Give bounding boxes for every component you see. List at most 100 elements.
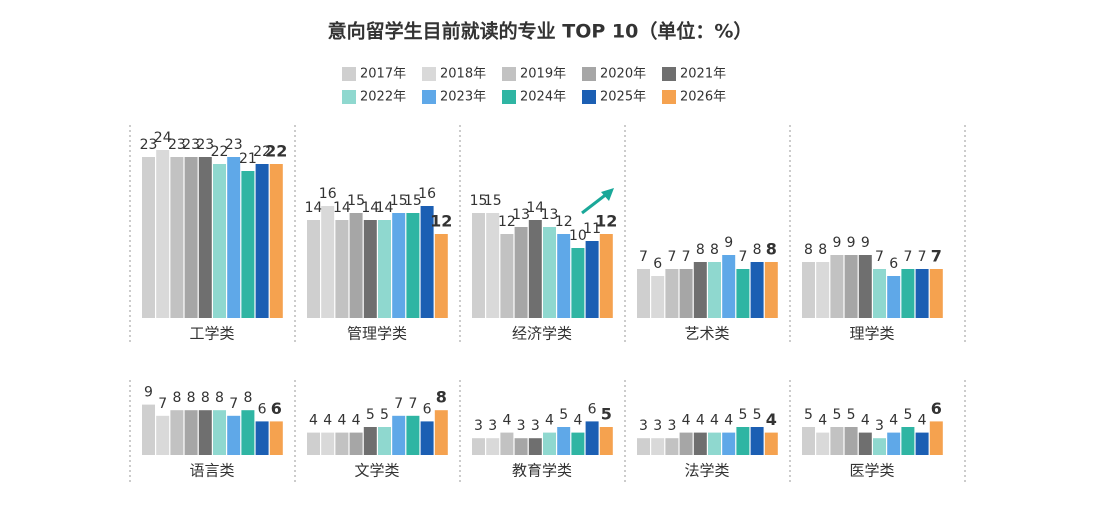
value-label: 3 bbox=[517, 418, 526, 434]
value-label: 5 bbox=[804, 407, 813, 423]
bar bbox=[241, 171, 255, 318]
bar bbox=[486, 213, 500, 318]
value-label: 8 bbox=[172, 390, 181, 406]
bar bbox=[571, 248, 585, 318]
value-label: 14 bbox=[361, 200, 379, 216]
value-label: 8 bbox=[804, 242, 813, 258]
value-label: 3 bbox=[488, 418, 497, 434]
bar bbox=[227, 157, 241, 318]
value-label: 4 bbox=[502, 413, 511, 429]
legend-swatch bbox=[342, 67, 356, 81]
category-label: 经济学类 bbox=[512, 325, 572, 343]
bar bbox=[708, 432, 721, 455]
bar bbox=[764, 262, 778, 318]
bar bbox=[227, 415, 241, 455]
bar bbox=[736, 269, 750, 318]
value-label: 12 bbox=[555, 214, 573, 230]
value-label: 3 bbox=[667, 418, 676, 434]
value-label: 15 bbox=[347, 193, 365, 209]
legend-label: 2022年 bbox=[360, 90, 406, 105]
value-label: 5 bbox=[601, 405, 612, 424]
value-label: 6 bbox=[271, 399, 282, 418]
legend-swatch bbox=[582, 67, 596, 81]
value-label: 23 bbox=[168, 137, 186, 153]
value-label: 3 bbox=[639, 418, 648, 434]
value-label: 4 bbox=[682, 413, 691, 429]
bar bbox=[901, 427, 915, 455]
value-label: 16 bbox=[418, 186, 436, 202]
value-label: 8 bbox=[766, 240, 777, 259]
category-label: 教育学类 bbox=[512, 462, 572, 480]
value-label: 6 bbox=[423, 401, 432, 417]
bar bbox=[420, 421, 434, 455]
bar bbox=[363, 427, 377, 455]
legend-label: 2026年 bbox=[680, 90, 726, 105]
value-label: 5 bbox=[380, 407, 389, 423]
bar bbox=[321, 206, 335, 318]
value-label: 23 bbox=[182, 137, 200, 153]
value-label: 15 bbox=[404, 193, 422, 209]
bar bbox=[406, 213, 420, 318]
value-label: 8 bbox=[201, 390, 210, 406]
value-label: 3 bbox=[531, 418, 540, 434]
bar bbox=[637, 269, 650, 318]
value-label: 5 bbox=[366, 407, 375, 423]
legend-swatch bbox=[502, 67, 516, 81]
bar bbox=[486, 438, 500, 455]
value-label: 23 bbox=[225, 137, 243, 153]
bar bbox=[873, 269, 886, 318]
bar bbox=[585, 241, 599, 318]
bar bbox=[693, 262, 707, 318]
bar bbox=[363, 220, 377, 318]
legend-swatch bbox=[662, 90, 676, 104]
bar bbox=[472, 438, 485, 455]
legend-swatch bbox=[422, 67, 436, 81]
value-label: 4 bbox=[573, 413, 582, 429]
bar bbox=[170, 410, 184, 455]
bar bbox=[213, 164, 226, 318]
bar bbox=[378, 220, 391, 318]
value-label: 8 bbox=[696, 242, 705, 258]
bar bbox=[637, 438, 650, 455]
legend-swatch bbox=[422, 90, 436, 104]
bar bbox=[557, 427, 571, 455]
value-label: 4 bbox=[861, 413, 870, 429]
bar bbox=[665, 438, 679, 455]
value-label: 4 bbox=[309, 413, 318, 429]
value-label: 7 bbox=[639, 249, 648, 265]
value-label: 9 bbox=[847, 235, 856, 251]
bar bbox=[213, 410, 226, 455]
bar bbox=[929, 421, 943, 455]
bar bbox=[198, 410, 212, 455]
value-label: 4 bbox=[545, 413, 554, 429]
value-label: 7 bbox=[682, 249, 691, 265]
legend-label: 2020年 bbox=[600, 67, 646, 82]
value-label: 8 bbox=[187, 390, 196, 406]
value-label: 4 bbox=[724, 413, 733, 429]
value-label: 21 bbox=[239, 151, 257, 167]
bar bbox=[830, 255, 844, 318]
bar bbox=[679, 269, 693, 318]
arrow-shaft bbox=[581, 191, 609, 215]
value-label: 6 bbox=[931, 399, 942, 418]
bar bbox=[406, 415, 420, 455]
bar bbox=[472, 213, 485, 318]
bar bbox=[142, 404, 155, 455]
value-label: 5 bbox=[832, 407, 841, 423]
bar bbox=[528, 438, 542, 455]
value-label: 12 bbox=[595, 212, 617, 231]
value-label: 24 bbox=[154, 130, 172, 146]
value-label: 8 bbox=[818, 242, 827, 258]
bar bbox=[241, 410, 255, 455]
legend-swatch bbox=[342, 90, 356, 104]
bar bbox=[500, 234, 514, 318]
bar bbox=[528, 220, 542, 318]
value-label: 8 bbox=[243, 390, 252, 406]
bar bbox=[156, 150, 170, 318]
bar bbox=[873, 438, 886, 455]
bar bbox=[915, 269, 929, 318]
value-label: 9 bbox=[144, 385, 153, 401]
value-label: 7 bbox=[394, 396, 403, 412]
value-label: 14 bbox=[376, 200, 394, 216]
value-label: 4 bbox=[337, 413, 346, 429]
